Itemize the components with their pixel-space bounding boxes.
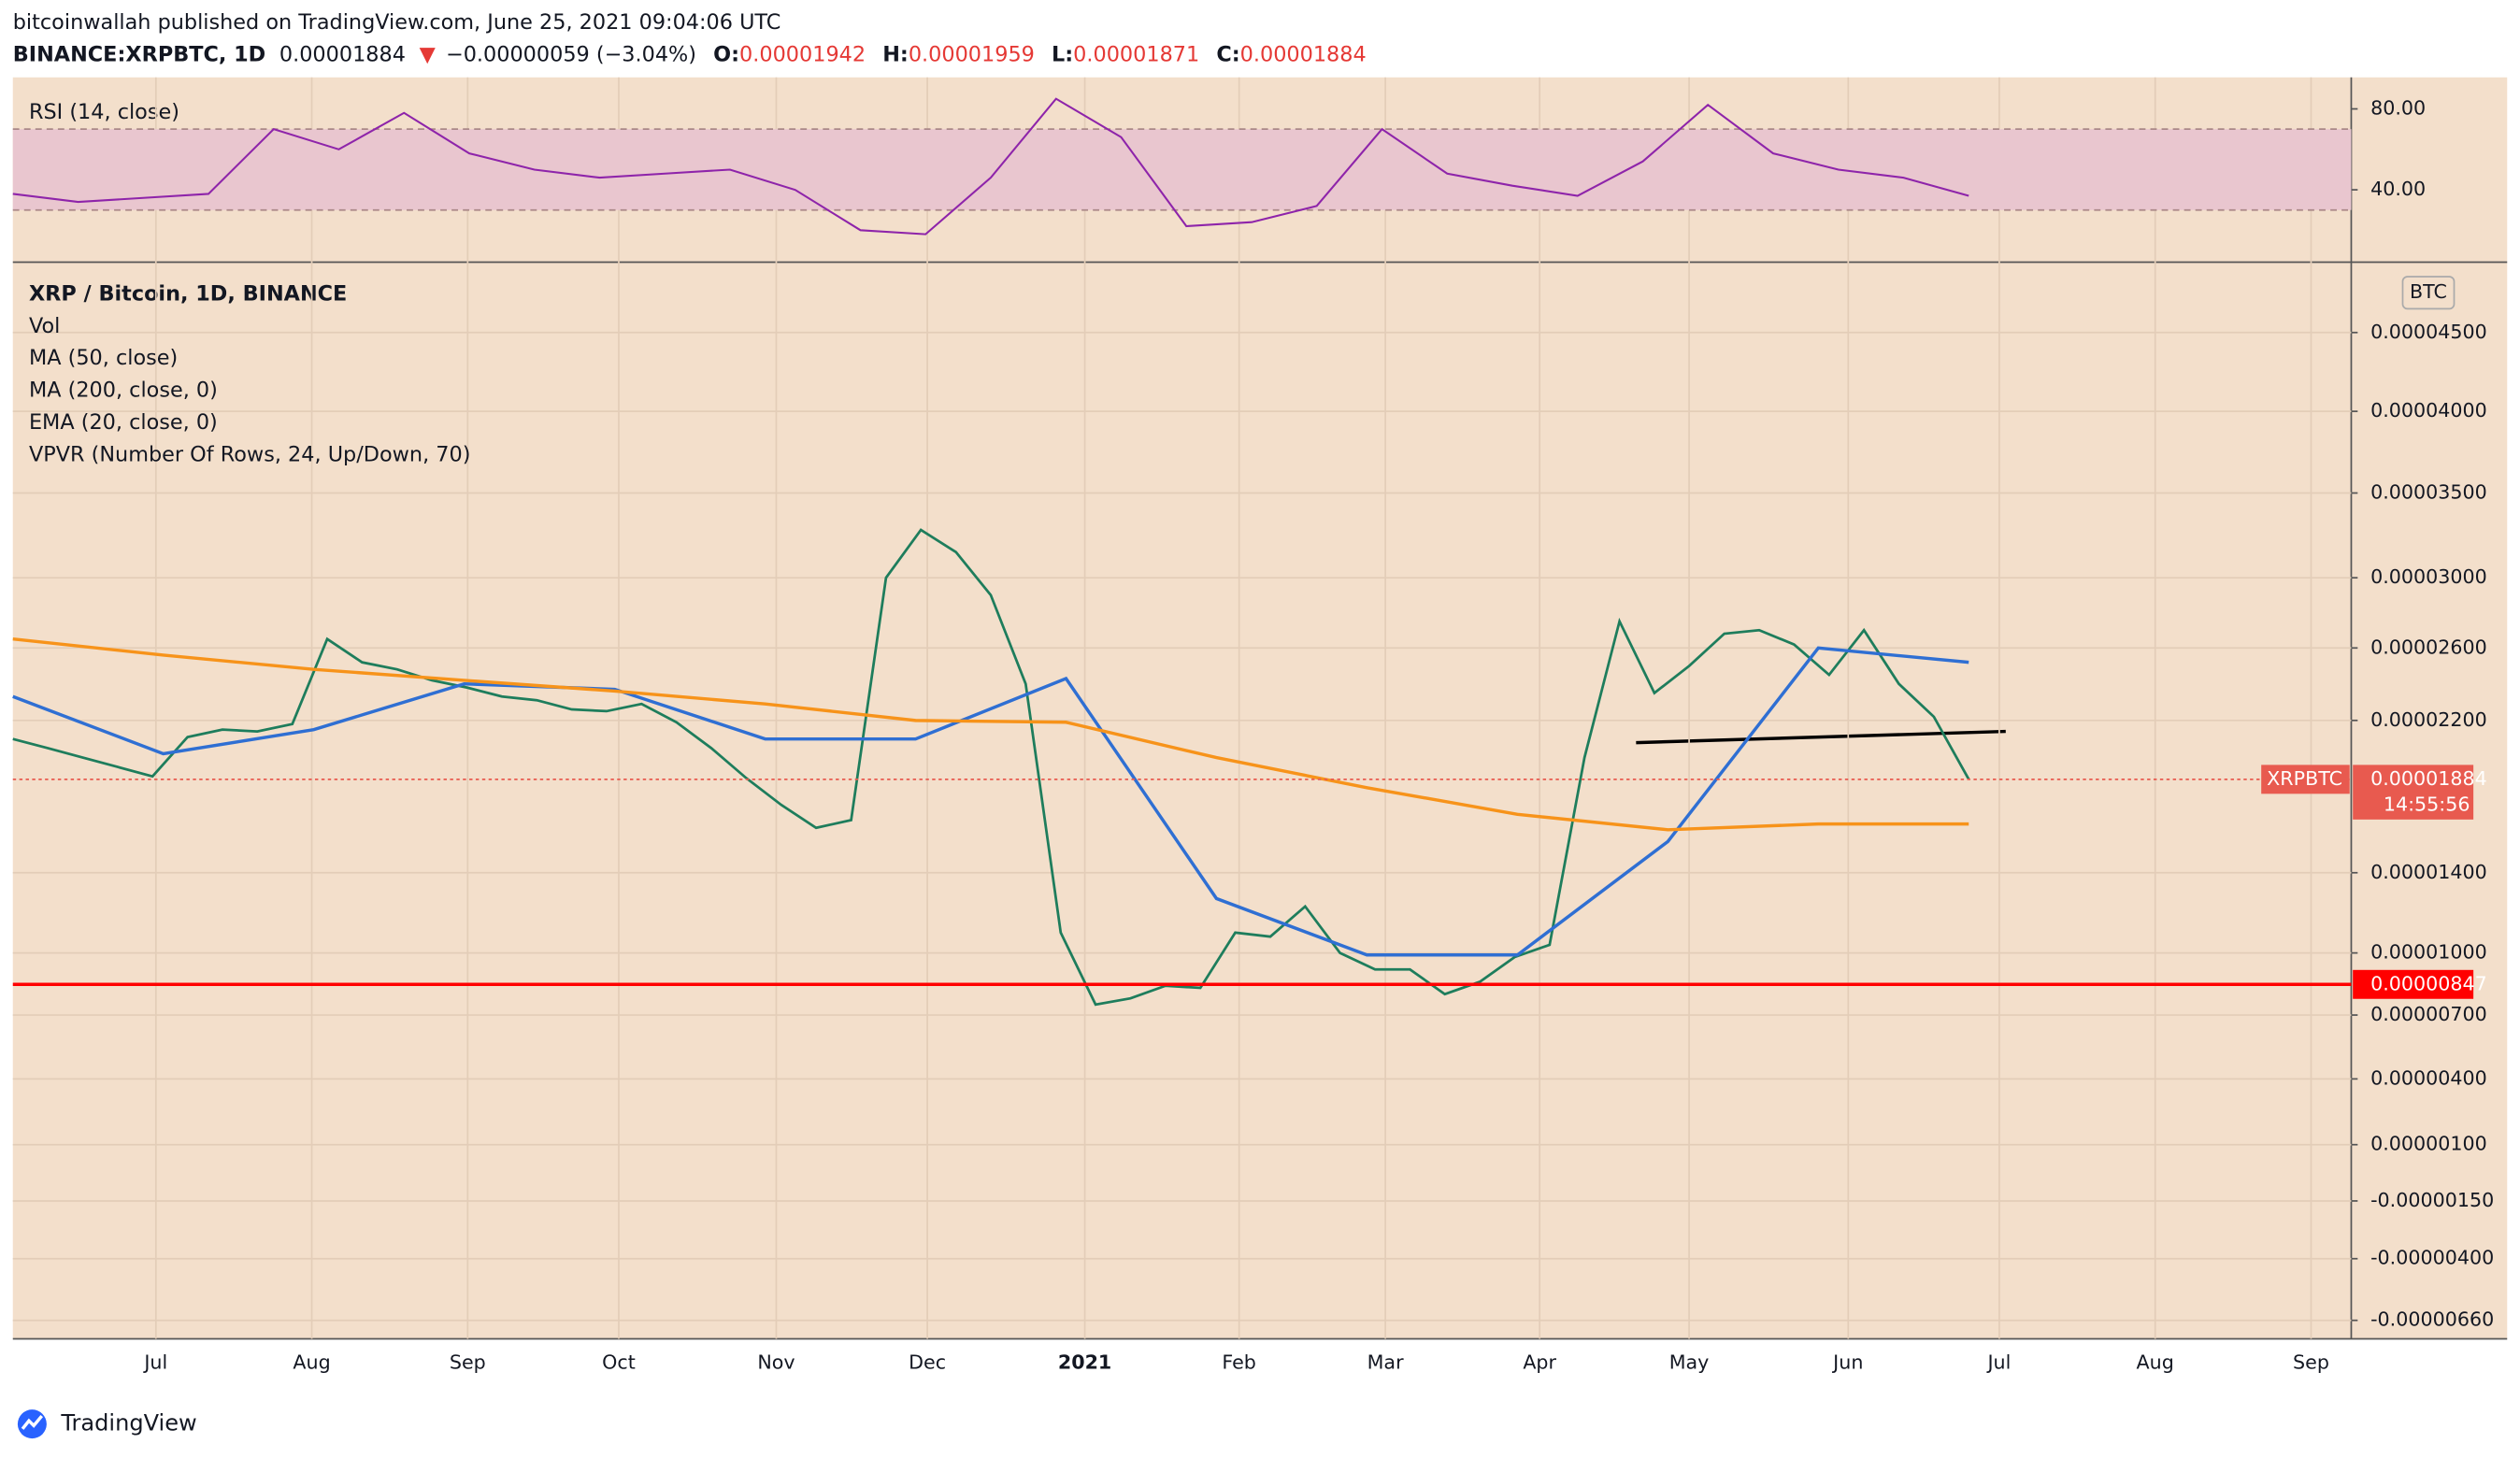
price-line bbox=[12, 528, 1970, 1007]
y-tick-label: -0.00000150 bbox=[2370, 1189, 2494, 1211]
down-arrow: ▼ bbox=[420, 42, 437, 66]
y-tick-label: 0.00004000 bbox=[2370, 399, 2487, 422]
y-tick-label: 0.00002200 bbox=[2370, 708, 2487, 731]
legend-title: XRP / Bitcoin, 1D, BINANCE bbox=[29, 281, 347, 306]
rsi-band bbox=[12, 129, 2352, 210]
close-label: C: bbox=[1216, 42, 1239, 66]
legend-entry: Vol bbox=[29, 314, 60, 338]
unit-label: BTC bbox=[2410, 280, 2447, 303]
symbol-label: XRPBTC bbox=[2267, 767, 2342, 790]
open: 0.00001942 bbox=[739, 42, 866, 66]
close: 0.00001884 bbox=[1240, 42, 1367, 66]
symbol: BINANCE:XRPBTC, 1D bbox=[13, 42, 265, 66]
symbol-badge bbox=[2261, 765, 2350, 794]
x-tick-label: Feb bbox=[1222, 1351, 1256, 1373]
x-tick-label: Jun bbox=[1831, 1351, 1863, 1373]
level-label: 0.00000847 bbox=[2370, 972, 2487, 994]
low: 0.00001871 bbox=[1073, 42, 1199, 66]
x-tick-label: Jul bbox=[1985, 1351, 2011, 1373]
x-tick-label: Sep bbox=[450, 1351, 486, 1373]
last-badge bbox=[2353, 765, 2474, 820]
chart-background bbox=[12, 77, 2352, 1339]
x-tick-label: Dec bbox=[909, 1351, 946, 1373]
price: 0.00001884 bbox=[279, 42, 406, 66]
level-badge bbox=[2353, 969, 2474, 999]
x-tick-label: 2021 bbox=[1058, 1351, 1111, 1373]
symbol-line: BINANCE:XRPBTC, 1D 0.00001884 ▼ −0.00000… bbox=[13, 42, 1367, 66]
y-tick-label: 0.00003500 bbox=[2370, 481, 2487, 504]
y-tick-label: -0.00000660 bbox=[2370, 1308, 2494, 1331]
y-tick-label: 0.00004500 bbox=[2370, 321, 2487, 343]
x-tick-label: Mar bbox=[1367, 1351, 1404, 1373]
legend-entry: MA (50, close) bbox=[29, 346, 178, 370]
y-tick-label: 0.00000700 bbox=[2370, 1003, 2487, 1025]
x-tick-label: Aug bbox=[2137, 1351, 2174, 1373]
countdown: 14:55:56 bbox=[2384, 793, 2470, 815]
last-label: 0.00001884 bbox=[2370, 767, 2487, 790]
low-label: L: bbox=[1052, 42, 1073, 66]
x-tick-label: May bbox=[1669, 1351, 1710, 1373]
y-tick-label: 0.00001400 bbox=[2370, 861, 2487, 883]
y-tick-label: 0.00003000 bbox=[2370, 565, 2487, 588]
legend-entry: EMA (20, close, 0) bbox=[29, 410, 218, 435]
publisher: bitcoinwallah published on TradingView.c… bbox=[13, 10, 781, 35]
x-tick-label: Nov bbox=[757, 1351, 795, 1373]
y-tick-label: 0.00001000 bbox=[2370, 941, 2487, 964]
footer-logo bbox=[17, 1409, 47, 1439]
y-tick-label: -0.00000400 bbox=[2370, 1247, 2494, 1269]
change: −0.00000059 (−3.04%) bbox=[446, 42, 696, 66]
ma-line bbox=[12, 646, 1969, 957]
x-tick-label: Oct bbox=[602, 1351, 636, 1373]
x-tick-label: Jul bbox=[142, 1351, 167, 1373]
rsi-tick-label: 40.00 bbox=[2370, 178, 2426, 200]
ma-line bbox=[12, 637, 1969, 832]
legend-entry: MA (200, close, 0) bbox=[29, 379, 218, 403]
rsi-title: RSI (14, close) bbox=[29, 100, 179, 124]
high-label: H: bbox=[882, 42, 909, 66]
y-tick-label: 0.00000100 bbox=[2370, 1133, 2487, 1155]
footer-brand: TradingView bbox=[60, 1410, 196, 1437]
high: 0.00001959 bbox=[909, 42, 1035, 66]
unit-button[interactable] bbox=[2401, 276, 2456, 310]
x-tick-label: Apr bbox=[1523, 1351, 1556, 1373]
y-tick-label: 0.00002600 bbox=[2370, 636, 2487, 658]
open-label: O: bbox=[713, 42, 739, 66]
rsi-tick-label: 80.00 bbox=[2370, 97, 2426, 120]
y-tick-label: 0.00000400 bbox=[2370, 1066, 2487, 1089]
rsi-line bbox=[12, 97, 1969, 236]
legend-entry: VPVR (Number Of Rows, 24, Up/Down, 70) bbox=[29, 442, 470, 466]
x-tick-label: Aug bbox=[293, 1351, 330, 1373]
x-tick-label: Sep bbox=[2293, 1351, 2329, 1373]
